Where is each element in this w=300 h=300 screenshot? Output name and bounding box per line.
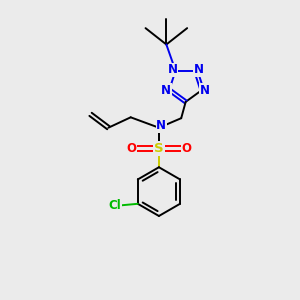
Text: Cl: Cl (109, 199, 121, 212)
Text: S: S (154, 142, 164, 155)
Text: O: O (182, 142, 192, 155)
Text: N: N (161, 84, 171, 97)
Text: N: N (194, 63, 204, 76)
Text: O: O (126, 142, 136, 155)
Text: N: N (200, 84, 210, 97)
Text: N: N (168, 63, 178, 76)
Text: N: N (156, 119, 166, 132)
